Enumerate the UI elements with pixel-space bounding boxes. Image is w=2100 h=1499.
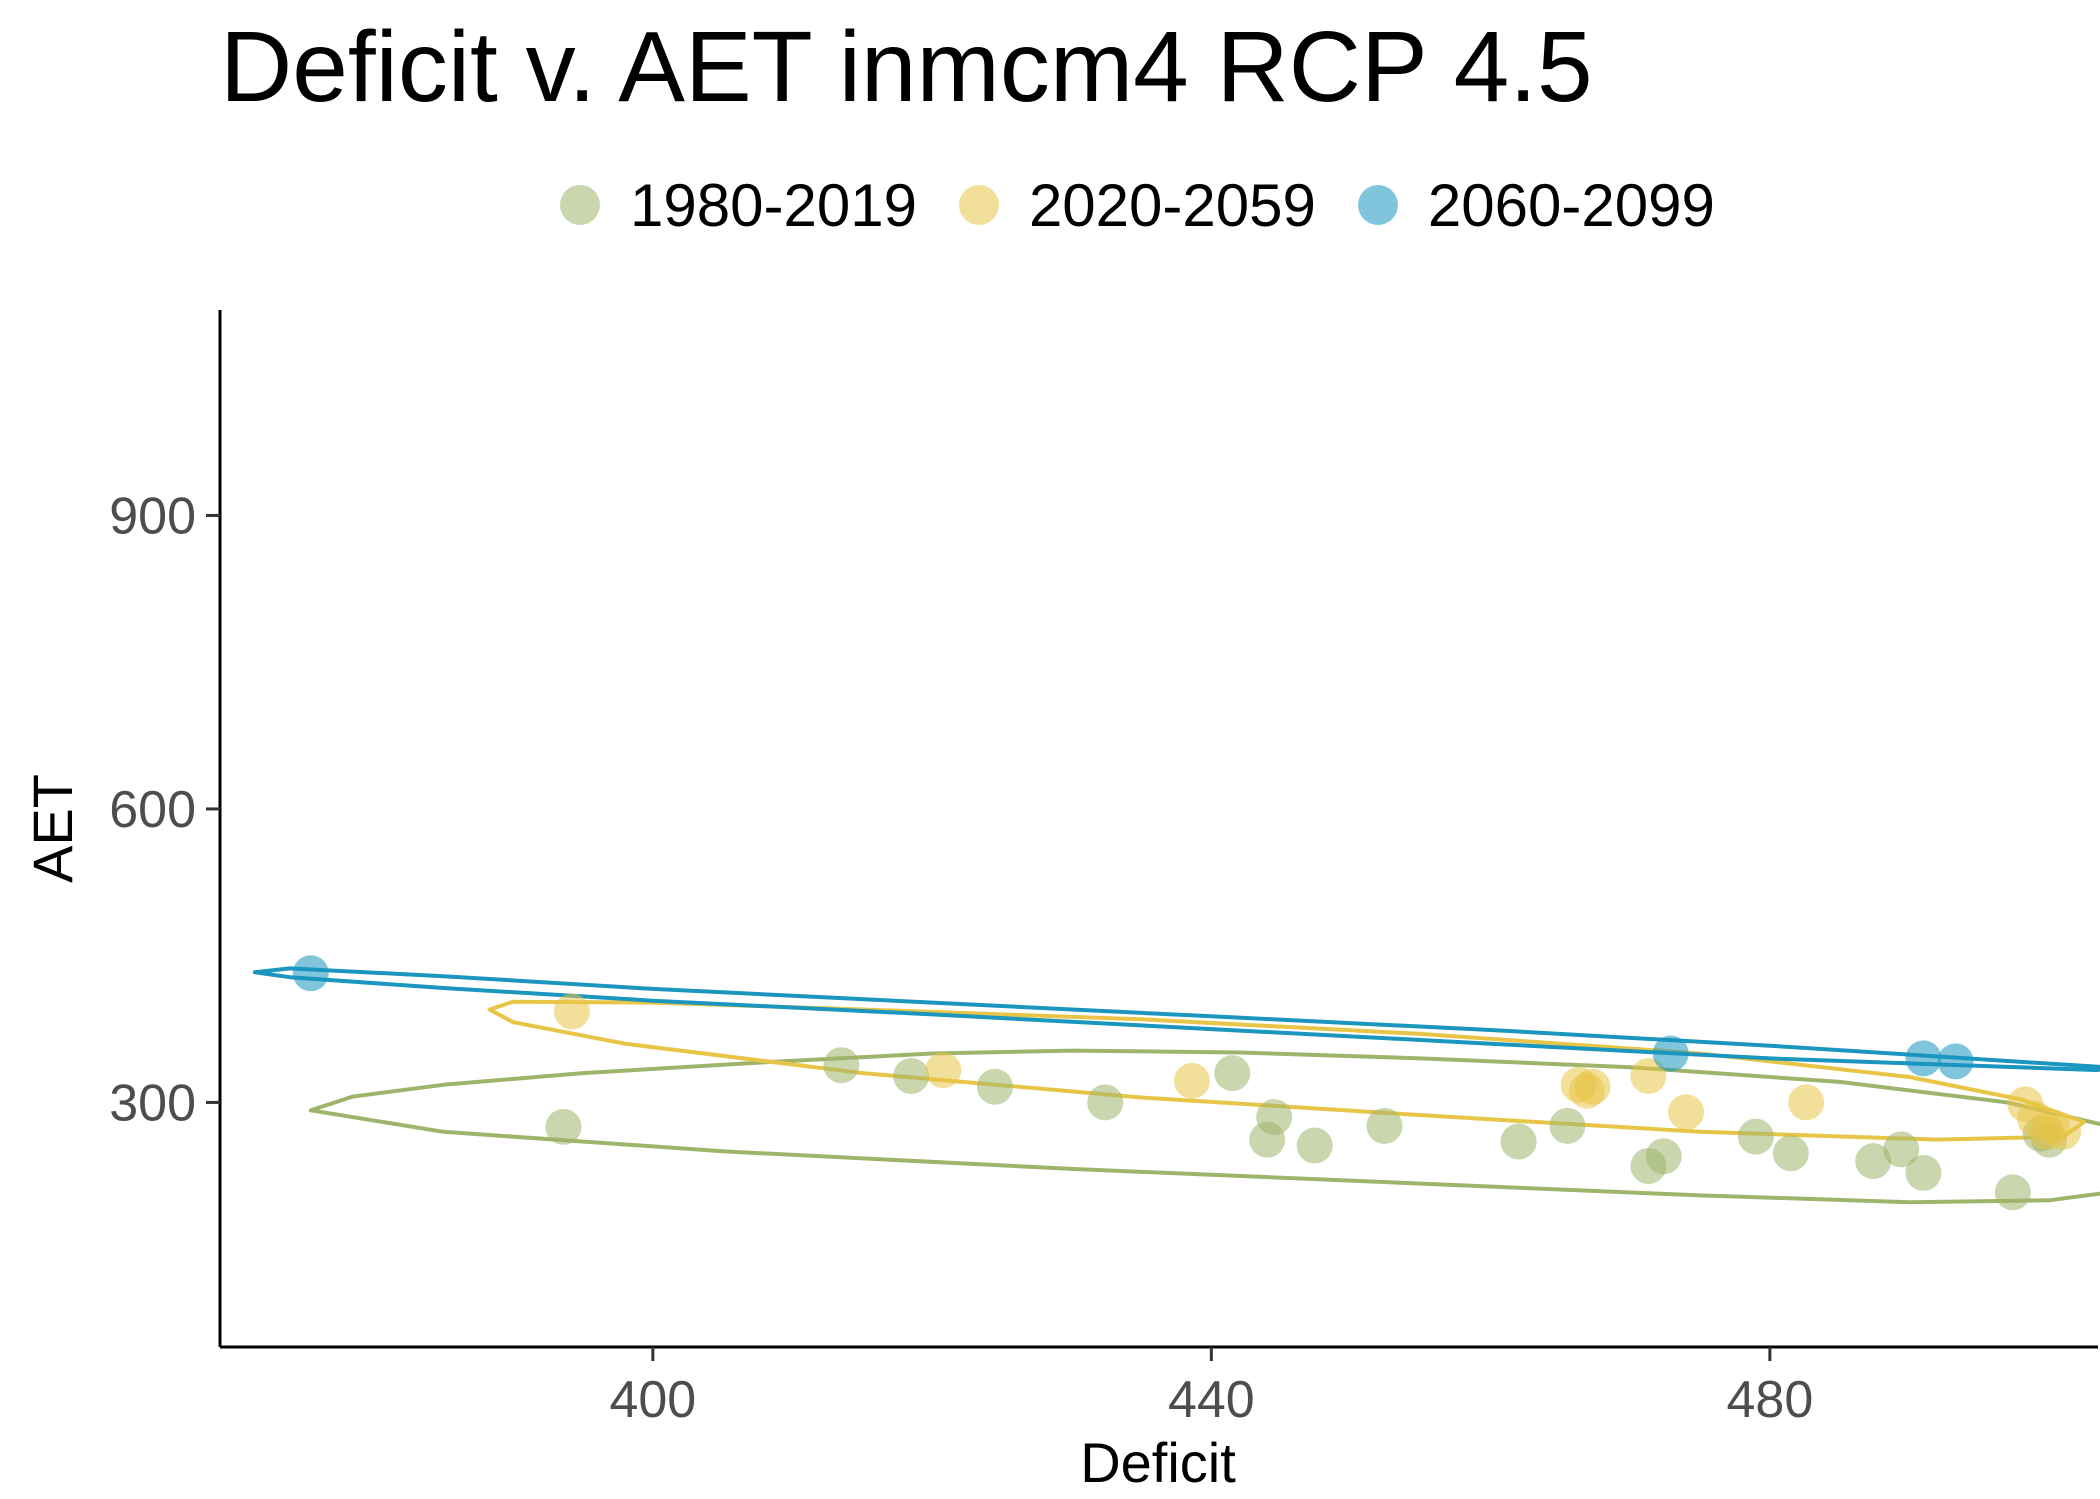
point-2020-2059-7	[1668, 1094, 1705, 1131]
point-1980-2019-15	[1772, 1135, 1809, 1172]
legend-marker-2020-2059	[958, 185, 999, 225]
x-tick-label-440: 440	[1168, 1371, 1255, 1429]
chart-title: Deficit v. AET inmcm4 RCP 4.5	[220, 11, 1593, 123]
legend-label-2060-2099: 2060-2099	[1427, 171, 1715, 239]
point-1980-2019-19	[1994, 1174, 2031, 1211]
legend-marker-1980-2019	[560, 185, 600, 225]
point-2020-2059-8	[1788, 1084, 1825, 1121]
y-tick-label-900: 900	[109, 487, 196, 545]
legend-item-2060-2099: 2060-2099	[1357, 171, 1715, 240]
point-1980-2019-9	[1366, 1107, 1403, 1144]
point-1980-2019-4	[1087, 1084, 1124, 1121]
point-1980-2019-17	[1883, 1131, 1920, 1168]
x-tick-label-400: 400	[609, 1371, 696, 1429]
point-2060-2099-0	[292, 955, 329, 992]
legend-label-1980-2019: 1980-2019	[630, 171, 917, 239]
ellipse-1980-2019	[308, 1048, 2100, 1205]
point-1980-2019-7	[1256, 1099, 1293, 1136]
point-1980-2019-3	[976, 1068, 1013, 1105]
point-1980-2019-2	[893, 1058, 930, 1095]
point-2060-2099-2	[1905, 1040, 1942, 1077]
legend-item-1980-2019: 1980-2019	[560, 171, 917, 240]
point-1980-2019-10	[1500, 1123, 1537, 1160]
legend-marker-2060-2099	[1357, 185, 1398, 225]
y-axis-title: AET	[21, 774, 84, 883]
point-1980-2019-18	[1905, 1154, 1942, 1191]
x-axis-title: Deficit	[1080, 1431, 1236, 1494]
point-1980-2019-1	[823, 1047, 860, 1084]
point-2060-2099-1	[1652, 1035, 1689, 1072]
y-tick-label-600: 600	[109, 781, 196, 839]
point-1980-2019-16	[1855, 1143, 1892, 1180]
point-2020-2059-5	[1574, 1068, 1611, 1105]
point-2020-2059-13	[2045, 1113, 2082, 1150]
point-1980-2019-8	[1296, 1127, 1333, 1164]
point-1980-2019-5	[1214, 1055, 1251, 1092]
legend: 1980-2019 2020-2059 2060-2099	[560, 170, 1757, 240]
legend-label-2020-2059: 2020-2059	[1028, 171, 1316, 239]
x-tick-label-480: 480	[1726, 1371, 1813, 1429]
point-1980-2019-0	[545, 1108, 582, 1145]
point-1980-2019-11	[1549, 1107, 1586, 1144]
point-2020-2059-1	[925, 1052, 962, 1089]
ellipse-2060-2099	[252, 966, 2100, 1073]
point-1980-2019-14	[1737, 1118, 1774, 1155]
point-2020-2059-2	[1173, 1062, 1210, 1099]
point-2020-2059-0	[553, 993, 590, 1030]
data-layer	[252, 955, 2100, 1211]
point-2060-2099-3	[1937, 1043, 1974, 1080]
point-1980-2019-13	[1645, 1138, 1682, 1175]
legend-item-2020-2059: 2020-2059	[958, 171, 1316, 240]
y-tick-label-300: 300	[109, 1074, 196, 1132]
point-2020-2059-6	[1630, 1058, 1667, 1095]
